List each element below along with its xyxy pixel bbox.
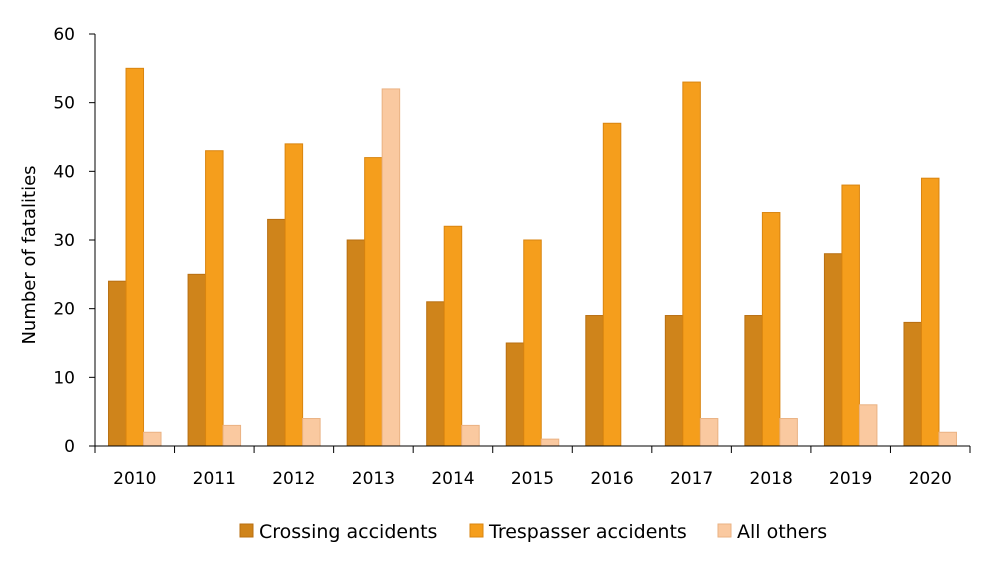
bar-crossing-accidents-2014 [426, 301, 445, 447]
x-tick-label-2016: 2016 [590, 469, 633, 489]
bar-crossing-accidents-2019 [823, 253, 843, 447]
bar-all-others-2018 [779, 418, 798, 447]
legend-label-all-others: All others [737, 521, 827, 543]
bar-trespasser-accidents-2018 [761, 212, 781, 447]
x-tick-label-2014: 2014 [431, 469, 474, 489]
bar-all-others-2010 [143, 431, 162, 447]
bar-trespasser-accidents-2013 [364, 157, 383, 447]
bar-crossing-accidents-2010 [108, 280, 127, 447]
bar-crossing-accidents-2020 [903, 321, 922, 447]
bar-crossing-accidents-2018 [744, 315, 763, 447]
bar-trespasser-accidents-2016 [602, 122, 622, 447]
bar-all-others-2013 [381, 88, 401, 447]
x-tick-label-2015: 2015 [511, 469, 554, 489]
y-tick-label-60: 60 [53, 25, 75, 45]
legend-swatch-all-others [717, 523, 732, 538]
bar-trespasser-accidents-2020 [920, 177, 940, 447]
bar-crossing-accidents-2015 [505, 342, 525, 447]
legend-label-crossing-accidents: Crossing accidents [259, 521, 437, 543]
y-tick-label-50: 50 [53, 94, 75, 114]
legend-swatch-trespasser-accidents [469, 523, 484, 538]
plot-area [108, 67, 957, 447]
bar-trespasser-accidents-2017 [682, 81, 701, 447]
bar-trespasser-accidents-2019 [841, 184, 860, 447]
y-tick-label-0: 0 [64, 437, 75, 457]
bar-all-others-2017 [699, 418, 719, 447]
x-tick-label-2013: 2013 [352, 469, 395, 489]
bar-trespasser-accidents-2010 [125, 67, 145, 447]
bar-all-others-2020 [938, 431, 957, 447]
bar-all-others-2011 [222, 424, 242, 447]
x-tick-label-2019: 2019 [829, 469, 872, 489]
bar-crossing-accidents-2016 [585, 315, 604, 447]
x-tick-label-2017: 2017 [670, 469, 713, 489]
legend: Crossing accidents Trespasser accidents Al… [239, 521, 827, 543]
bar-all-others-2014 [461, 424, 480, 447]
y-tick-label-20: 20 [53, 300, 75, 320]
bar-crossing-accidents-2017 [664, 315, 684, 447]
x-tick-label-2010: 2010 [113, 469, 156, 489]
y-axis-title: Number of fatalities [19, 165, 40, 344]
y-tick-label-10: 10 [53, 368, 75, 388]
y-tick-label-40: 40 [53, 162, 75, 182]
bar-crossing-accidents-2013 [346, 239, 366, 447]
bar-crossing-accidents-2011 [187, 273, 207, 447]
x-tick-label-2020: 2020 [909, 469, 952, 489]
legend-swatch-crossing-accidents [239, 523, 254, 538]
x-tick-label-2011: 2011 [193, 469, 236, 489]
x-tick-label-2018: 2018 [750, 469, 793, 489]
bar-all-others-2019 [858, 404, 878, 447]
bar-trespasser-accidents-2011 [205, 150, 224, 447]
x-axis: 2010 2011 2012 2013 2014 2015 2016 2017 2018 2019… [94, 445, 971, 489]
y-tick-label-30: 30 [53, 231, 75, 251]
bar-trespasser-accidents-2015 [523, 239, 542, 447]
bar-trespasser-accidents-2014 [443, 225, 463, 447]
bar-all-others-2012 [302, 418, 321, 447]
x-tick-label-2012: 2012 [272, 469, 315, 489]
bar-crossing-accidents-2012 [267, 218, 286, 447]
bar-all-others-2015 [540, 438, 560, 447]
y-axis: 0 10 20 30 40 50 60 [53, 25, 96, 457]
bar-trespasser-accidents-2012 [284, 143, 304, 447]
legend-label-trespasser-accidents: Trespasser accidents [488, 521, 687, 543]
